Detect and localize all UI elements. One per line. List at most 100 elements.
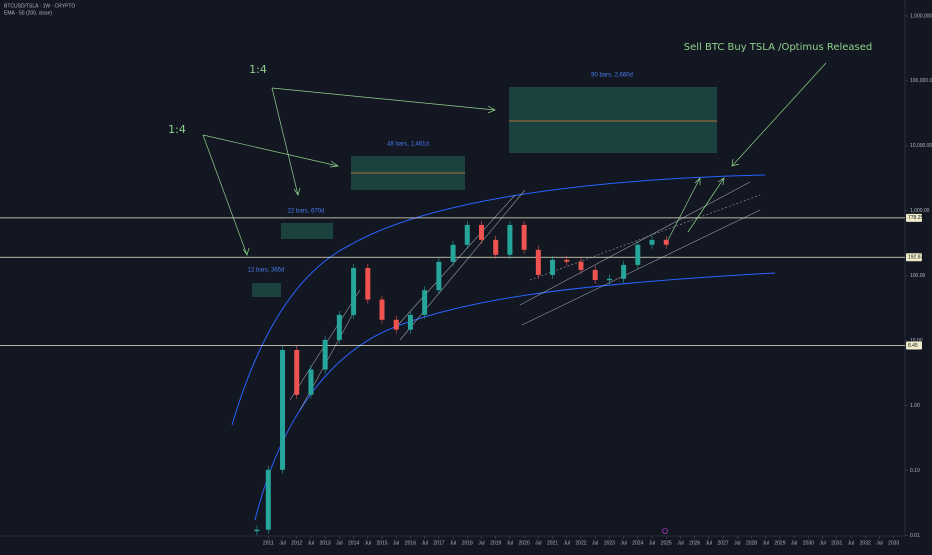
x-tick-label: 2024 (632, 540, 643, 546)
x-tick-label: 2028 (746, 540, 757, 546)
x-tick-label: Jul (308, 540, 314, 546)
y-tick-label: 100.00 (910, 273, 926, 279)
range-label: 22 bars, 670d (288, 209, 325, 215)
candle-body (265, 469, 271, 530)
x-tick-label: 2021 (547, 540, 558, 546)
y-tick-label: 10.00 (910, 338, 923, 344)
x-tick-label: 2032 (860, 540, 871, 546)
channel-midline (529, 194, 761, 281)
x-tick-label: 2018 (462, 540, 473, 546)
channel-line (519, 181, 751, 306)
candle-body (294, 349, 300, 395)
x-tick-label: Jul (848, 540, 854, 546)
ratio-label: 1:4 (249, 63, 267, 76)
arrow (271, 87, 301, 196)
lower-arc (254, 272, 776, 521)
x-tick-label: Jul (791, 540, 797, 546)
candle-body (507, 224, 513, 255)
y-tick-label: 0.10 (910, 468, 920, 474)
candle-body (280, 349, 286, 470)
candle-body (365, 267, 371, 300)
price-label-box (906, 213, 922, 222)
x-tick-label: Jul (564, 540, 570, 546)
candle-body (550, 259, 556, 275)
x-tick-label: Jul (365, 540, 371, 546)
price-label: 192.87 (908, 255, 924, 261)
candle-body (521, 224, 527, 250)
candle-body (254, 529, 260, 532)
event-marker (662, 528, 668, 534)
x-tick-label: 2029 (774, 540, 785, 546)
x-tick-label: Jul (535, 540, 541, 546)
range-box (281, 223, 333, 239)
arrow (202, 134, 250, 256)
candle-body (606, 278, 612, 281)
x-tick-label: 2023 (604, 540, 615, 546)
candle-body (621, 264, 627, 279)
arc-curves (231, 174, 776, 521)
x-tick-label: Jul (478, 540, 484, 546)
candle-body (351, 267, 357, 315)
candle-body (436, 261, 442, 291)
range-label: 12 bars, 365d (248, 268, 285, 274)
channel-line (397, 194, 516, 326)
ratio-label: 1:4 (168, 123, 186, 136)
y-tick-label: 1.00 (910, 403, 920, 409)
x-tick-label: Jul (279, 540, 285, 546)
price-label-box (906, 341, 922, 350)
x-tick-label: 2027 (718, 540, 729, 546)
x-tick-label: Jul (734, 540, 740, 546)
x-tick-label: Jul (620, 540, 626, 546)
x-tick-label: Jul (649, 540, 655, 546)
upper-arc (231, 174, 766, 426)
candle-body (322, 339, 328, 370)
candle-body (635, 244, 641, 265)
x-tick-label: Jul (393, 540, 399, 546)
x-tick-label: 2031 (831, 540, 842, 546)
candle-body (422, 290, 428, 315)
x-tick-label: 2033 (888, 540, 899, 546)
x-tick-label: Jul (592, 540, 598, 546)
y-tick-label: 1,000.00 (910, 208, 930, 214)
price-label: 8.45 (908, 343, 918, 349)
x-tick-label: Jul (336, 540, 342, 546)
candle-body (450, 244, 456, 262)
candle-body (379, 299, 385, 320)
channel-line (399, 189, 526, 341)
x-tick-label: 2025 (661, 540, 672, 546)
arrows (202, 62, 827, 256)
x-tick-label: 2014 (348, 540, 359, 546)
x-tick-label: 2016 (405, 540, 416, 546)
channel-line (521, 209, 761, 326)
indicator-title: EMA · 50 (200, close) (4, 10, 52, 16)
x-tick-label: 2011 (263, 540, 274, 546)
x-tick-label: Jul (706, 540, 712, 546)
x-tick-label: Jul (507, 540, 513, 546)
x-tick-label: 2015 (376, 540, 387, 546)
arrow (731, 62, 827, 167)
note: Sell BTC Buy TSLA /Optimus Released (684, 42, 873, 53)
range-box (509, 87, 717, 153)
candle-body (649, 239, 655, 245)
candle-body (407, 314, 413, 330)
y-tick-label: 10,000.00 (910, 143, 932, 149)
candle-body (663, 239, 669, 245)
x-tick-label: 2017 (433, 540, 444, 546)
range-label: 48 bars, 1,461d (387, 142, 429, 148)
symbol-title: BTCUSD/TSLA · 1W · CRYPTO (4, 3, 75, 9)
price-label-box (906, 253, 922, 262)
x-tick-label: 2019 (490, 540, 501, 546)
candle-body (478, 224, 484, 240)
x-tick-label: Jul (450, 540, 456, 546)
arrow (667, 177, 701, 241)
x-tick-label: 2013 (320, 540, 331, 546)
x-tick-label: Jul (763, 540, 769, 546)
candle-body (592, 269, 598, 281)
x-tick-label: Jul (876, 540, 882, 546)
arrow (687, 177, 725, 233)
range-label: 90 bars, 2,660d (591, 73, 633, 79)
x-tick-label: 2022 (575, 540, 586, 546)
range-box (252, 283, 281, 297)
